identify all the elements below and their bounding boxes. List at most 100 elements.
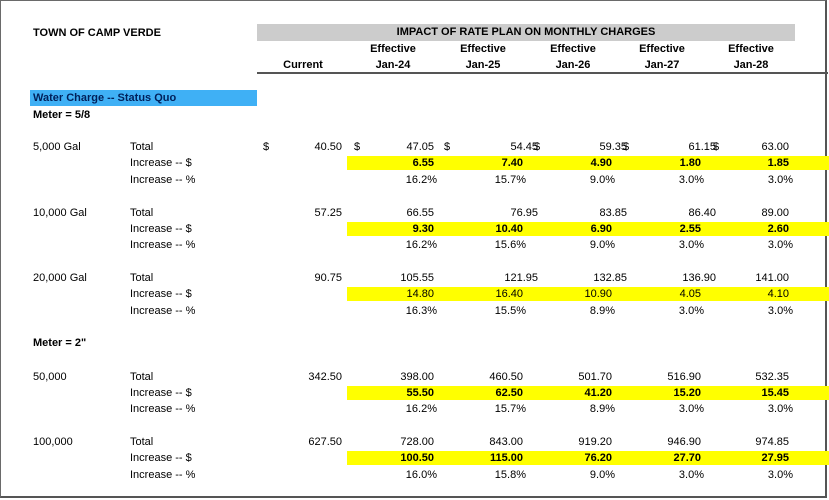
col-header-jan25: Jan-25 xyxy=(465,59,501,71)
col-header-current: Current xyxy=(283,59,323,71)
total-cell: 398.00 xyxy=(400,371,434,383)
increase-dollar-cell: 9.30 xyxy=(412,223,434,235)
dollar-sign: $ xyxy=(713,141,720,153)
usage-label: 50,000 xyxy=(33,371,67,383)
total-cell: 121.95 xyxy=(504,272,538,284)
increase-percent-cell: 16.2% xyxy=(405,239,437,251)
increase-dollar-cell: 62.50 xyxy=(495,387,523,399)
total-cell: 843.00 xyxy=(489,436,523,448)
increase-dollar-cell: 4.90 xyxy=(590,157,612,169)
total-cell: 54.45 xyxy=(510,141,538,153)
highlight-band xyxy=(347,222,829,236)
increase-dollar-cell: 2.60 xyxy=(767,223,789,235)
dollar-sign: $ xyxy=(623,141,630,153)
page-title: TOWN OF CAMP VERDE xyxy=(33,27,161,39)
increase-percent-cell: 16.2% xyxy=(405,174,437,186)
increase-dollar-cell: 41.20 xyxy=(584,387,612,399)
increase-dollar-cell: 1.80 xyxy=(679,157,701,169)
row-label-total: Total xyxy=(130,436,154,448)
highlight-band xyxy=(347,156,829,170)
row-label-increase-percent: Increase -- % xyxy=(130,469,196,481)
increase-percent-cell: 3.0% xyxy=(767,174,793,186)
increase-dollar-cell: 10.90 xyxy=(584,288,612,300)
increase-dollar-cell: 6.90 xyxy=(590,223,612,235)
total-cell: 66.55 xyxy=(406,207,434,219)
increase-percent-cell: 3.0% xyxy=(678,239,704,251)
highlight-band xyxy=(347,386,829,400)
total-cell: 63.00 xyxy=(761,141,789,153)
increase-percent-cell: 16.2% xyxy=(405,403,437,415)
row-label-increase-percent: Increase -- % xyxy=(130,403,196,415)
total-cell: 57.25 xyxy=(314,207,342,219)
dollar-sign: $ xyxy=(534,141,541,153)
increase-percent-cell: 8.9% xyxy=(589,305,615,317)
row-label-increase-dollar: Increase -- $ xyxy=(130,452,192,464)
increase-dollar-cell: 27.95 xyxy=(761,452,789,464)
total-cell: 946.90 xyxy=(667,436,701,448)
increase-percent-cell: 9.0% xyxy=(589,469,615,481)
row-label-total: Total xyxy=(130,207,154,219)
increase-percent-cell: 15.7% xyxy=(494,403,526,415)
section-header: Water Charge -- Status Quo xyxy=(30,90,257,106)
total-cell: 974.85 xyxy=(755,436,789,448)
increase-percent-cell: 3.0% xyxy=(767,469,793,481)
row-label-total: Total xyxy=(130,272,154,284)
header-divider xyxy=(257,72,828,74)
col-header-jan26: Jan-26 xyxy=(555,59,591,71)
dollar-sign: $ xyxy=(444,141,451,153)
dollar-sign: $ xyxy=(354,141,361,153)
increase-percent-cell: 15.6% xyxy=(494,239,526,251)
total-cell: 141.00 xyxy=(755,272,789,284)
increase-dollar-cell: 14.80 xyxy=(406,288,434,300)
increase-dollar-cell: 115.00 xyxy=(489,452,523,464)
total-cell: 627.50 xyxy=(308,436,342,448)
total-cell: 532.35 xyxy=(755,371,789,383)
highlight-band xyxy=(347,451,829,465)
increase-dollar-cell: 16.40 xyxy=(495,288,523,300)
row-label-increase-percent: Increase -- % xyxy=(130,239,196,251)
row-label-increase-dollar: Increase -- $ xyxy=(130,223,192,235)
total-cell: 136.90 xyxy=(682,272,716,284)
increase-dollar-cell: 76.20 xyxy=(584,452,612,464)
row-label-increase-dollar: Increase -- $ xyxy=(130,157,192,169)
increase-dollar-cell: 2.55 xyxy=(679,223,701,235)
col-header-jan28: Jan-28 xyxy=(733,59,769,71)
usage-label: 100,000 xyxy=(33,436,73,448)
increase-percent-cell: 3.0% xyxy=(678,174,704,186)
increase-dollar-cell: 27.70 xyxy=(673,452,701,464)
total-cell: 919.20 xyxy=(578,436,612,448)
increase-percent-cell: 9.0% xyxy=(589,174,615,186)
increase-dollar-cell: 10.40 xyxy=(495,223,523,235)
increase-percent-cell: 8.9% xyxy=(589,403,615,415)
increase-dollar-cell: 15.45 xyxy=(761,387,789,399)
total-cell: 516.90 xyxy=(667,371,701,383)
increase-percent-cell: 15.8% xyxy=(494,469,526,481)
usage-label: 10,000 Gal xyxy=(33,207,87,219)
increase-dollar-cell: 6.55 xyxy=(412,157,434,169)
total-cell: 105.55 xyxy=(400,272,434,284)
total-cell: 76.95 xyxy=(510,207,538,219)
total-cell: 460.50 xyxy=(489,371,523,383)
increase-percent-cell: 9.0% xyxy=(589,239,615,251)
increase-percent-cell: 3.0% xyxy=(767,305,793,317)
row-label-increase-percent: Increase -- % xyxy=(130,305,196,317)
col-header-jan24-line1: Effective xyxy=(370,43,416,55)
increase-percent-cell: 16.3% xyxy=(405,305,437,317)
dollar-sign: $ xyxy=(263,141,270,153)
increase-dollar-cell: 100.50 xyxy=(400,452,434,464)
highlight-band xyxy=(347,287,829,301)
col-header-jan25-line1: Effective xyxy=(460,43,506,55)
row-label-total: Total xyxy=(130,141,154,153)
total-cell: 501.70 xyxy=(578,371,612,383)
increase-percent-cell: 15.7% xyxy=(494,174,526,186)
table-banner: IMPACT OF RATE PLAN ON MONTHLY CHARGES xyxy=(257,24,795,41)
col-header-jan28-line1: Effective xyxy=(728,43,774,55)
usage-label: 20,000 Gal xyxy=(33,272,87,284)
total-cell: 83.85 xyxy=(599,207,627,219)
increase-percent-cell: 3.0% xyxy=(678,403,704,415)
increase-percent-cell: 3.0% xyxy=(678,469,704,481)
row-label-increase-percent: Increase -- % xyxy=(130,174,196,186)
total-cell: 342.50 xyxy=(308,371,342,383)
total-cell: 132.85 xyxy=(593,272,627,284)
increase-percent-cell: 3.0% xyxy=(678,305,704,317)
